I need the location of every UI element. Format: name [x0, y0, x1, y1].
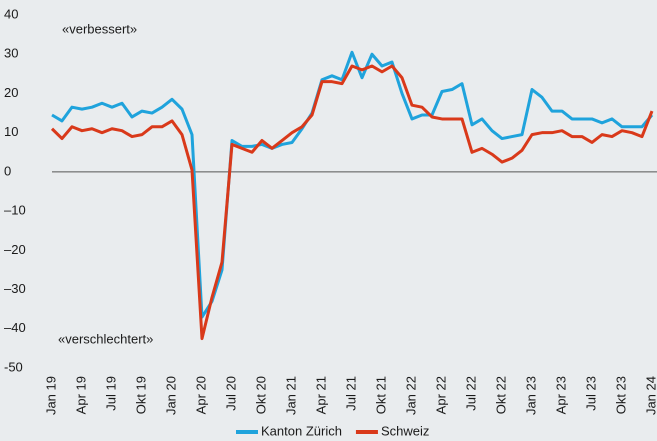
y-tick-label: 0 — [4, 163, 11, 178]
y-tick-label: –10 — [4, 203, 26, 218]
y-tick-label: 40 — [4, 6, 18, 21]
x-tick-label: Jan 24 — [643, 376, 657, 415]
x-tick-label: Jan 23 — [523, 376, 538, 415]
y-tick-label: -50 — [4, 359, 23, 374]
annotation: «verschlechtert» — [58, 331, 153, 346]
x-tick-label: Okt 23 — [613, 376, 628, 414]
x-tick-label: Jul 22 — [463, 376, 478, 411]
y-tick-label: 10 — [4, 124, 18, 139]
x-tick-label: Okt 20 — [253, 376, 268, 414]
x-tick-label: Apr 22 — [433, 376, 448, 414]
x-tick-label: Okt 22 — [493, 376, 508, 414]
x-tick-label: Okt 19 — [133, 376, 148, 414]
y-tick-label: –30 — [4, 281, 26, 296]
annotation: «verbessert» — [62, 21, 137, 36]
series-line — [50, 64, 654, 341]
x-tick-label: Okt 21 — [373, 376, 388, 414]
x-tick-label: Apr 19 — [73, 376, 88, 414]
y-tick-label: –20 — [4, 242, 26, 257]
x-tick-label: Jul 20 — [223, 376, 238, 411]
x-tick-label: Jan 21 — [283, 376, 298, 415]
legend-label: Schweiz — [381, 423, 429, 438]
x-tick-label: Jul 19 — [103, 376, 118, 411]
x-tick-label: Jul 21 — [343, 376, 358, 411]
y-tick-label: 30 — [4, 46, 18, 61]
x-tick-label: Apr 23 — [553, 376, 568, 414]
x-tick-label: Apr 20 — [193, 376, 208, 414]
x-tick-label: Jan 20 — [163, 376, 178, 415]
legend-label: Kanton Zürich — [261, 423, 342, 438]
x-tick-label: Apr 21 — [313, 376, 328, 414]
series-line — [51, 50, 654, 319]
y-tick-label: 20 — [4, 85, 18, 100]
x-tick-label: Jul 23 — [583, 376, 598, 411]
y-tick-label: –40 — [4, 320, 26, 335]
x-tick-label: Jan 19 — [43, 376, 58, 415]
x-tick-label: Jan 22 — [403, 376, 418, 415]
